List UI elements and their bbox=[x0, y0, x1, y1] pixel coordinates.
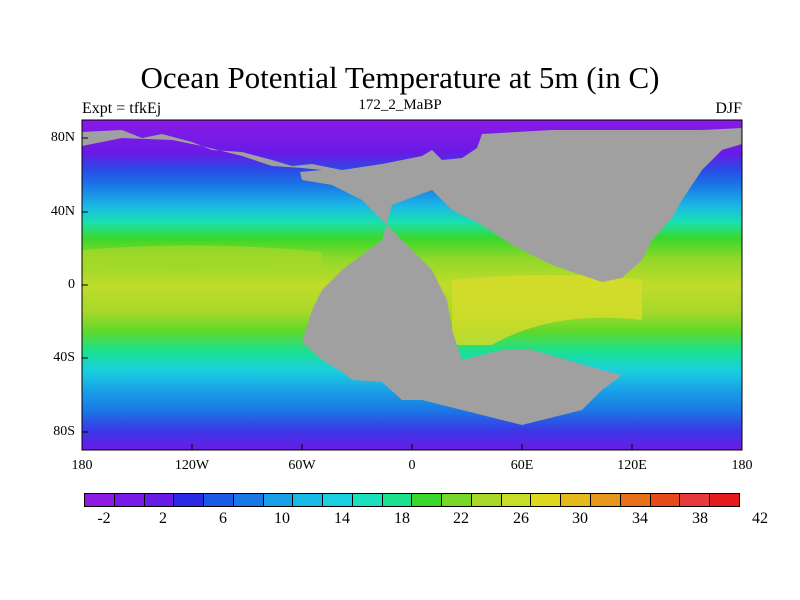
map-plot bbox=[81, 119, 743, 451]
land-masses bbox=[82, 128, 742, 425]
colorbar-cell bbox=[561, 494, 592, 506]
lon-label-0: 0 bbox=[408, 458, 416, 473]
colorbar-cell bbox=[412, 494, 443, 506]
colorbar-cell bbox=[591, 494, 621, 506]
colorbar-cell bbox=[531, 494, 562, 506]
colorbar-cell bbox=[352, 494, 383, 506]
lon-label-180e: 180 bbox=[731, 458, 753, 473]
colorbar-label: 14 bbox=[334, 510, 350, 527]
lat-label-eq: 0 bbox=[68, 277, 75, 292]
colorbar-label: 6 bbox=[219, 510, 227, 527]
period-label: 172_2_MaBP bbox=[358, 97, 442, 113]
colorbar-label: 22 bbox=[453, 510, 469, 527]
colorbar bbox=[84, 493, 740, 507]
colorbar-label: 42 bbox=[752, 510, 768, 527]
colorbar-cell bbox=[382, 494, 413, 506]
colorbar-cell bbox=[710, 494, 739, 506]
lon-label-180w: 180 bbox=[71, 458, 93, 473]
map-title: Ocean Potential Temperature at 5m (in C) bbox=[140, 60, 660, 95]
axis-ticks bbox=[82, 137, 633, 450]
lat-label-40n: 40N bbox=[50, 204, 75, 219]
colorbar-cell bbox=[620, 494, 651, 506]
colorbar-cell bbox=[471, 494, 502, 506]
lon-label-120w: 120W bbox=[174, 458, 210, 473]
northern-land bbox=[82, 128, 742, 425]
colorbar-label: 38 bbox=[692, 510, 708, 527]
colorbar-label: 2 bbox=[159, 510, 167, 527]
colorbar-cell bbox=[114, 494, 145, 506]
colorbar-cell bbox=[263, 494, 294, 506]
colorbar-label: 18 bbox=[394, 510, 410, 527]
lat-label-80n: 80N bbox=[50, 130, 75, 145]
lat-label-40s: 40S bbox=[53, 350, 75, 365]
lon-label-60w: 60W bbox=[288, 458, 316, 473]
colorbar-cell bbox=[144, 494, 175, 506]
colorbar-cell bbox=[174, 494, 205, 506]
colorbar-cell bbox=[85, 494, 115, 506]
colorbar-cell bbox=[442, 494, 472, 506]
colorbar-cell bbox=[323, 494, 353, 506]
colorbar-cell bbox=[293, 494, 324, 506]
lon-label-120e: 120E bbox=[617, 458, 647, 473]
warm-pool bbox=[452, 275, 642, 345]
experiment-label: Expt = tfkEj bbox=[82, 100, 162, 117]
colorbar-label: 30 bbox=[572, 510, 588, 527]
temperature-map bbox=[81, 119, 743, 451]
lat-label-80s: 80S bbox=[53, 424, 75, 439]
colorbar-cell bbox=[204, 494, 234, 506]
colorbar-label: 10 bbox=[274, 510, 290, 527]
warm-band bbox=[82, 245, 322, 270]
colorbar-label: 34 bbox=[632, 510, 648, 527]
colorbar-cell bbox=[501, 494, 532, 506]
colorbar-label: -2 bbox=[97, 510, 111, 527]
lon-label-60e: 60E bbox=[510, 458, 534, 473]
colorbar-label: 26 bbox=[513, 510, 529, 527]
colorbar-cell bbox=[233, 494, 264, 506]
season-label: DJF bbox=[715, 100, 742, 117]
colorbar-cell bbox=[650, 494, 681, 506]
colorbar-cell bbox=[680, 494, 711, 506]
